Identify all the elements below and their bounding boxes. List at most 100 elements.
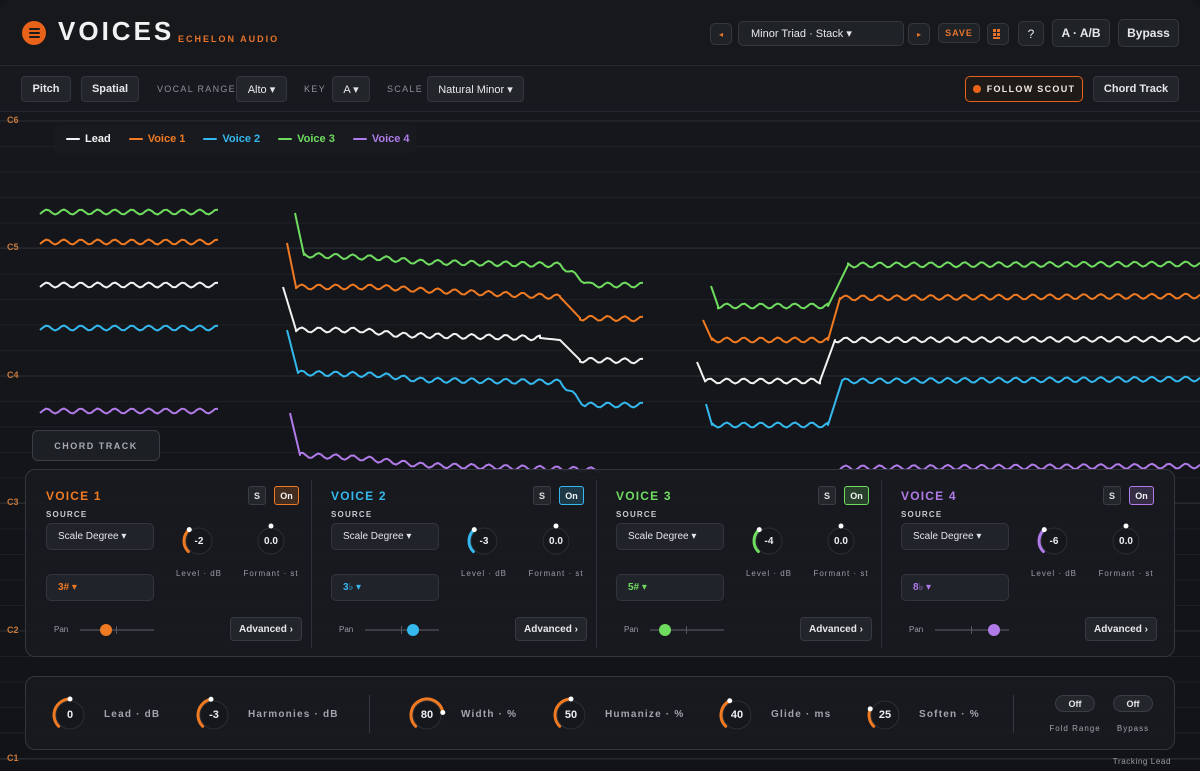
voice-4-pitch-curve	[39, 407, 219, 415]
level-knob[interactable]	[466, 523, 502, 559]
grid-icon[interactable]	[987, 23, 1009, 45]
solo-button[interactable]: S	[1103, 486, 1121, 505]
interval-dropdown[interactable]: 8♭ ▾	[901, 574, 1009, 601]
formant-value: 0.0	[264, 535, 278, 547]
voice-divider	[881, 480, 882, 648]
master-controls: 0 Lead · dB -3 Harmonies · dB 80 Width · % 50 H…	[25, 676, 1175, 750]
scale-dropdown[interactable]: Natural Minor ▾	[427, 76, 524, 102]
master-knob-label: Soften · %	[919, 709, 980, 720]
pan-slider[interactable]	[650, 624, 724, 636]
bypass-toggle-label: Bypass	[1116, 724, 1150, 733]
source-label: SOURCE	[616, 510, 658, 519]
level-knob[interactable]	[1036, 523, 1072, 559]
master-knob-value: 0	[66, 709, 74, 721]
advanced-button[interactable]: Advanced ›	[230, 617, 302, 641]
master-knob[interactable]	[718, 696, 756, 734]
note-label: C5	[7, 242, 19, 252]
master-knob-label: Width · %	[461, 709, 518, 720]
follow-scout-button[interactable]: FOLLOW SCOUT	[965, 76, 1083, 102]
fold-range-toggle[interactable]: Off	[1055, 695, 1095, 712]
interval-dropdown[interactable]: 5# ▾	[616, 574, 724, 601]
preset-dropdown[interactable]: Minor Triad · Stack ▾	[738, 21, 904, 46]
chord-track-button[interactable]: Chord Track	[1093, 76, 1179, 102]
voice-2-pitch-curve	[39, 324, 219, 332]
voice-3-pitch-curve	[710, 260, 1200, 310]
solo-button[interactable]: S	[533, 486, 551, 505]
chord-track-overlay-button[interactable]: CHORD TRACK	[32, 430, 160, 461]
master-knob[interactable]	[866, 696, 904, 734]
advanced-button[interactable]: Advanced ›	[1085, 617, 1157, 641]
pan-handle[interactable]	[658, 624, 671, 636]
level-knob[interactable]	[751, 523, 787, 559]
bypass-toggle[interactable]: Off	[1113, 695, 1153, 712]
level-knob[interactable]	[181, 523, 217, 559]
voice-3-strip: VOICE 3 S On SOURCE Scale Degree ▾ 5# ▾ -4 Leve…	[596, 470, 881, 658]
pan-handle[interactable]	[988, 624, 1001, 636]
formant-knob[interactable]	[538, 523, 574, 559]
source-dropdown[interactable]: Scale Degree ▾	[46, 523, 154, 550]
source-dropdown[interactable]: Scale Degree ▾	[616, 523, 724, 550]
note-label: C3	[7, 497, 19, 507]
prev-preset-button[interactable]: ◂	[710, 23, 732, 45]
master-knob[interactable]	[195, 696, 233, 734]
level-label: Level · dB	[175, 569, 223, 578]
master-knob-value: 80	[420, 709, 434, 721]
vocal-range-dropdown[interactable]: Alto ▾	[236, 76, 287, 102]
save-button[interactable]: SAVE	[938, 23, 980, 43]
source-dropdown[interactable]: Scale Degree ▾	[901, 523, 1009, 550]
voice-on-toggle[interactable]: On	[274, 486, 299, 505]
voice-on-toggle[interactable]: On	[1129, 486, 1154, 505]
formant-label: Formant · st	[813, 569, 869, 578]
master-knob[interactable]	[408, 696, 446, 734]
pan-center-tick	[971, 626, 972, 634]
voice-4-strip: VOICE 4 S On SOURCE Scale Degree ▾ 8♭ ▾ -6 Leve…	[881, 470, 1166, 658]
voice-4-pitch-curve	[839, 462, 1200, 472]
spatial-tab[interactable]: Spatial	[81, 76, 139, 102]
formant-value: 0.0	[834, 535, 848, 547]
master-divider	[369, 695, 370, 733]
master-knob[interactable]	[552, 696, 590, 734]
bypass-button[interactable]: Bypass	[1118, 19, 1179, 47]
pan-slider[interactable]	[935, 624, 1009, 636]
solo-button[interactable]: S	[818, 486, 836, 505]
interval-dropdown[interactable]: 3# ▾	[46, 574, 154, 601]
formant-value: 0.0	[1119, 535, 1133, 547]
app-title: VOICES	[58, 16, 175, 46]
ab-compare-button[interactable]: A · A/B	[1052, 19, 1110, 47]
voice-on-toggle[interactable]: On	[844, 486, 869, 505]
pitch-tab[interactable]: Pitch	[21, 76, 71, 102]
advanced-button[interactable]: Advanced ›	[800, 617, 872, 641]
pan-slider[interactable]	[365, 624, 439, 636]
interval-dropdown[interactable]: 3♭ ▾	[331, 574, 439, 601]
advanced-button[interactable]: Advanced ›	[515, 617, 587, 641]
legend-item-lead: Lead	[66, 133, 111, 145]
legend-label: Voice 3	[297, 133, 335, 145]
master-knob-label: Humanize · %	[605, 709, 685, 720]
pan-center-tick	[401, 626, 402, 634]
pitch-graph[interactable]	[0, 112, 1200, 771]
master-knob[interactable]	[51, 696, 89, 734]
next-preset-button[interactable]: ▸	[908, 23, 930, 45]
key-dropdown[interactable]: A ▾	[332, 76, 370, 102]
solo-button[interactable]: S	[248, 486, 266, 505]
voice-2-strip: VOICE 2 S On SOURCE Scale Degree ▾ 3♭ ▾ -3 Leve…	[311, 470, 596, 658]
formant-label: Formant · st	[1098, 569, 1154, 578]
fold-range-label: Fold Range	[1049, 724, 1101, 733]
help-button[interactable]: ?	[1018, 21, 1044, 46]
record-dot-icon	[972, 85, 981, 93]
source-dropdown[interactable]: Scale Degree ▾	[331, 523, 439, 550]
formant-knob[interactable]	[253, 523, 289, 559]
master-knob-value: 40	[730, 709, 744, 721]
pan-handle[interactable]	[407, 624, 420, 636]
voice-on-toggle[interactable]: On	[559, 486, 584, 505]
formant-knob[interactable]	[823, 523, 859, 559]
source-label: SOURCE	[46, 510, 88, 519]
menu-icon[interactable]	[22, 21, 46, 45]
formant-label: Formant · st	[243, 569, 299, 578]
pan-handle[interactable]	[99, 624, 112, 636]
formant-knob[interactable]	[1108, 523, 1144, 559]
lead-pitch-curve	[696, 335, 1200, 385]
pan-slider[interactable]	[80, 624, 154, 636]
legend-item-voice-2: Voice 2	[203, 133, 260, 145]
vocal-range-label: VOCAL RANGE	[157, 84, 236, 94]
